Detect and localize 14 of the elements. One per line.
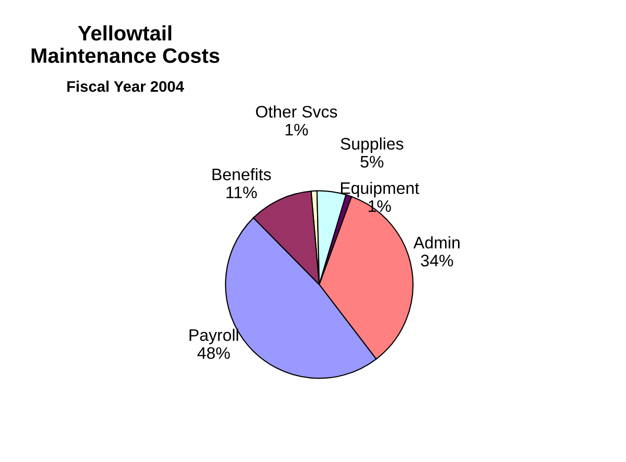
chart-title: Yellowtail Maintenance Costs xyxy=(32,25,220,64)
slice-label: Admin xyxy=(413,236,460,249)
slice-label: Payroll xyxy=(190,328,238,344)
slice-label: Other Svcs xyxy=(256,105,338,118)
slice-label: Supplies xyxy=(340,137,404,153)
data-label: 34% xyxy=(420,254,454,266)
chart-subtitle: Fiscal Year 2004 xyxy=(67,80,184,92)
data-label: 11% xyxy=(226,186,257,198)
data-label: 48% xyxy=(197,347,230,359)
slice-label: Equipment xyxy=(341,182,420,198)
data-label: 5% xyxy=(360,156,384,168)
data-label: 1% xyxy=(368,200,391,212)
slice-label: Benefits xyxy=(212,168,271,180)
data-label: 1% xyxy=(286,124,308,136)
